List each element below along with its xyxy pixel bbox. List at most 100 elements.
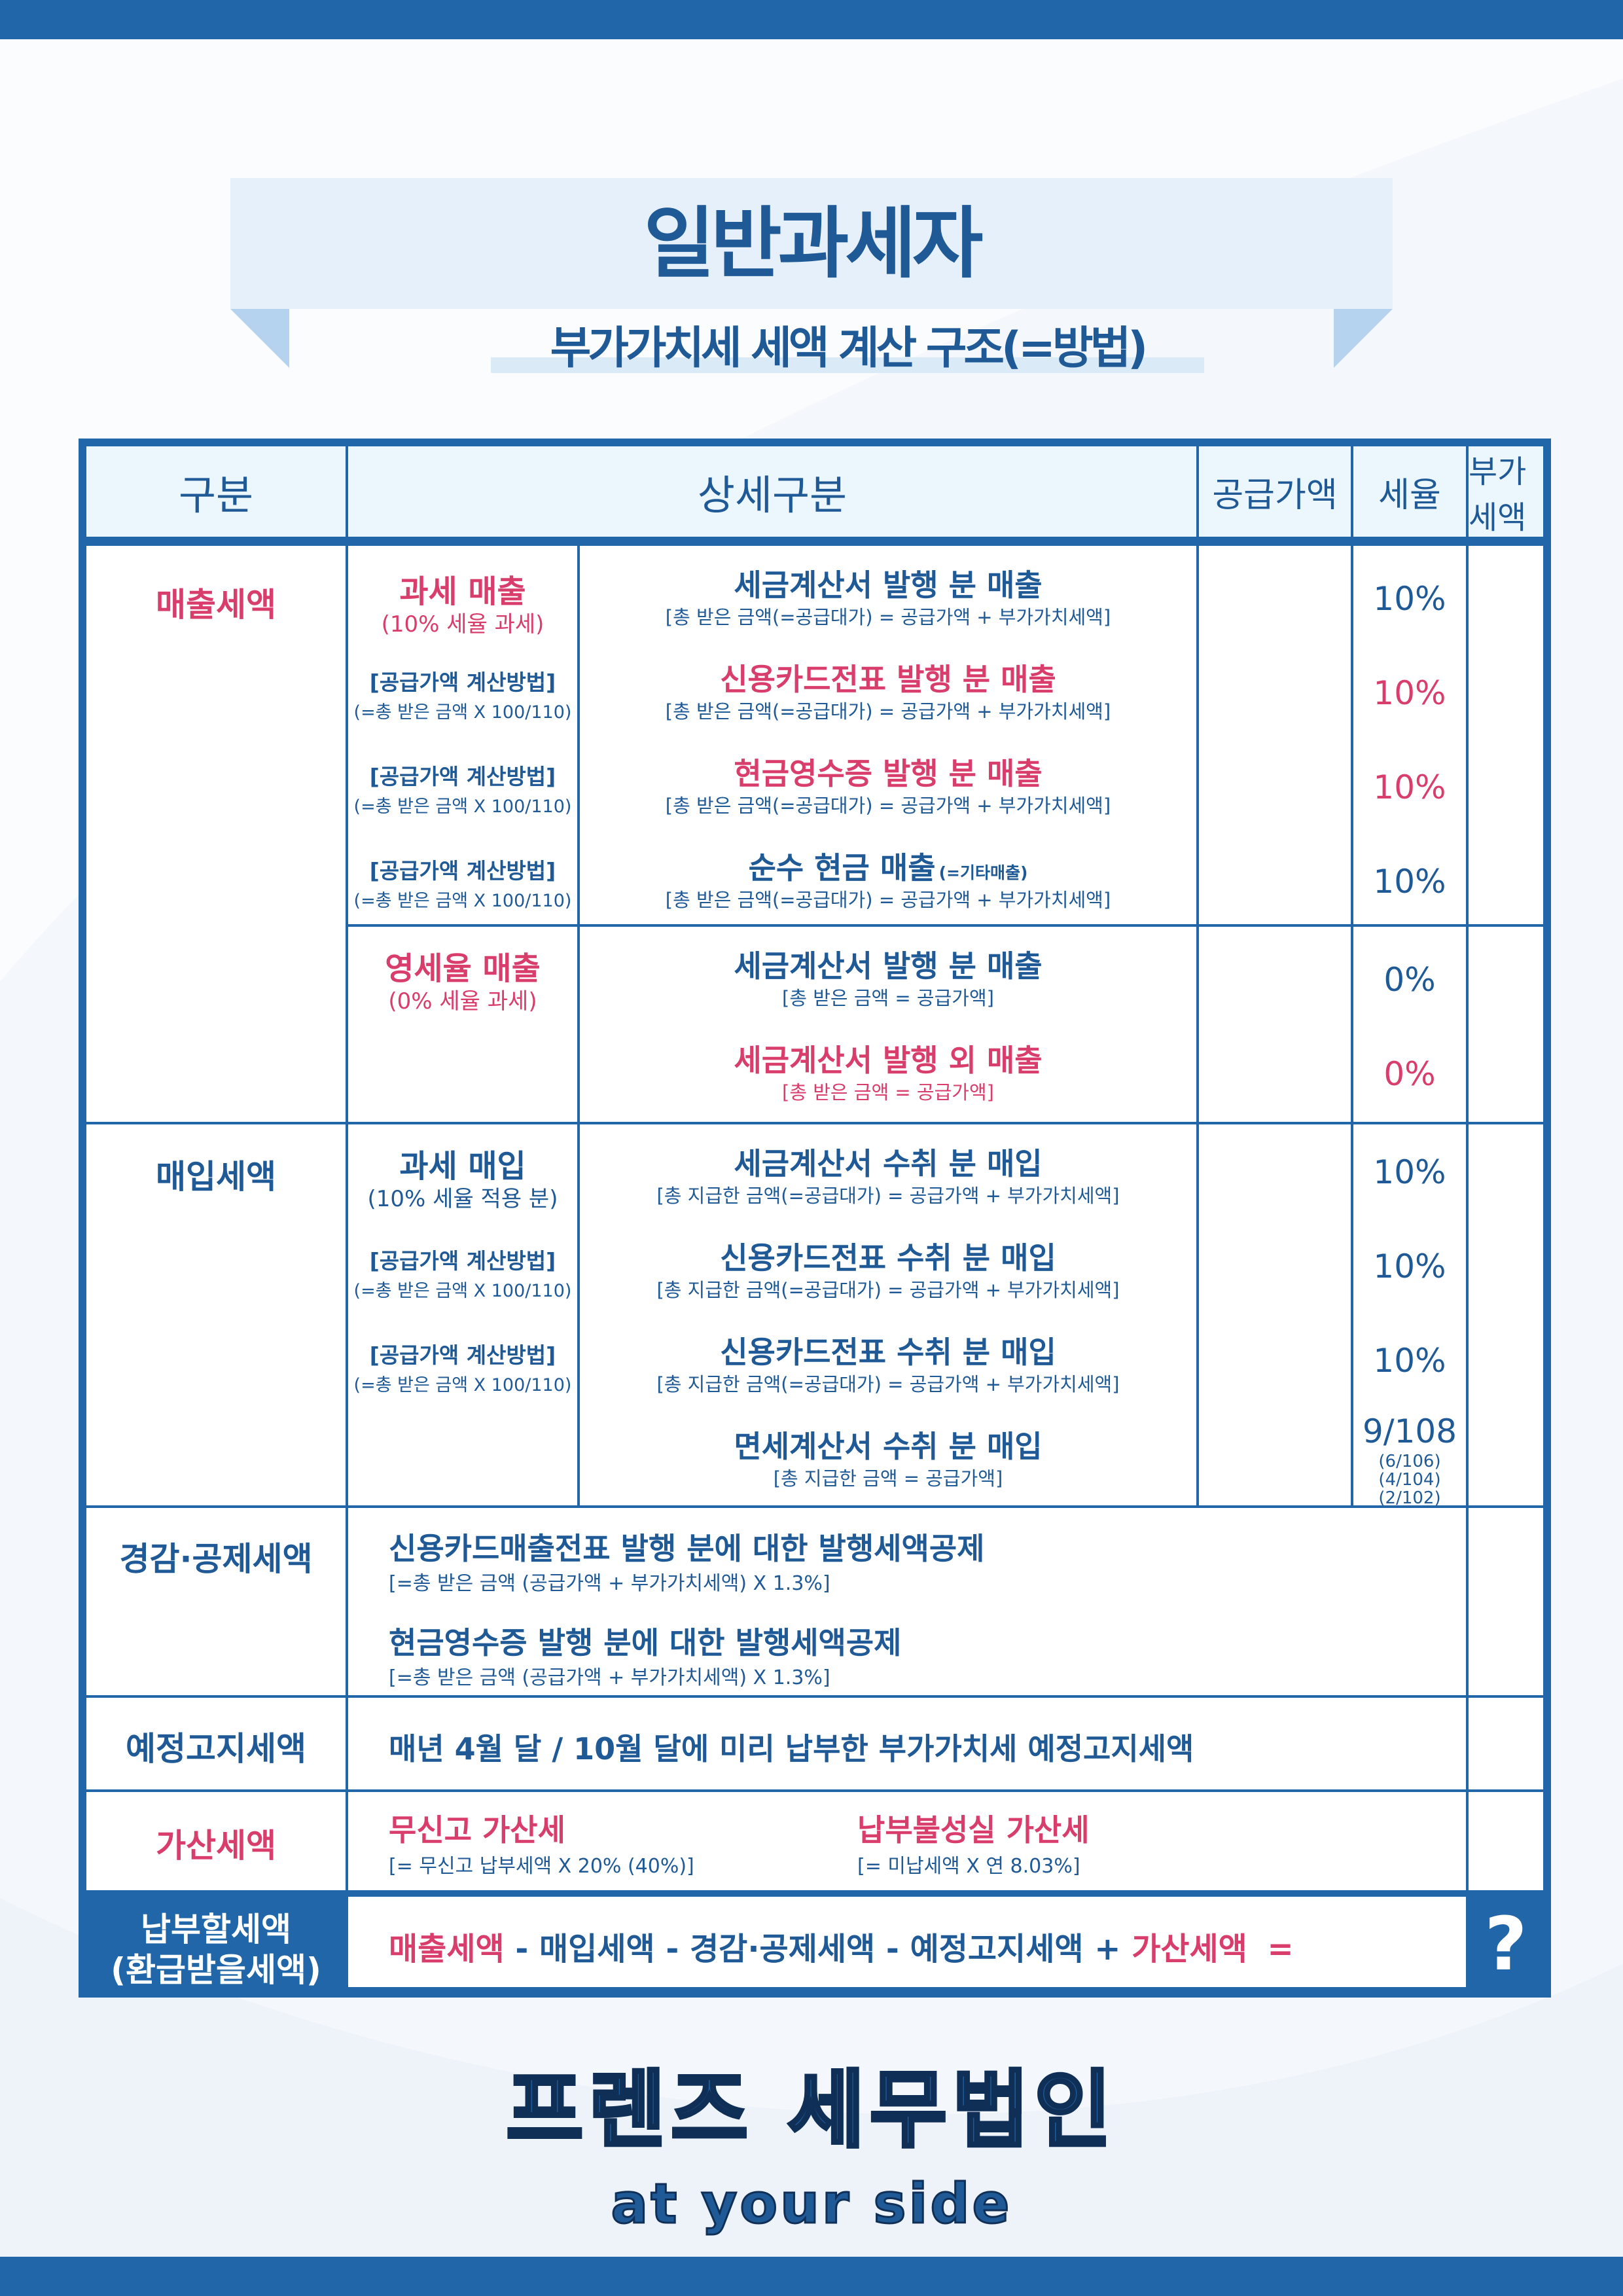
company-tagline: at your side xyxy=(610,2171,1012,2237)
sales-row-title: 순수 현금 매출 xyxy=(748,850,936,886)
zero-row-formula: [총 받은 금액 = 공급가액] xyxy=(782,987,994,1009)
purchase-category-cell: 매입세액 xyxy=(86,1124,346,1505)
penalty-detail-cell: 무신고 가산세 [= 무신고 납부세액 X 20% (40%)] 납부불성실 가… xyxy=(348,1792,1466,1890)
calc-method-title: [공급가액 계산방법] xyxy=(369,764,556,789)
taxable-sales-rate-cell: 10% 10% 10% 10% xyxy=(1353,546,1466,924)
prenotice-vat-cell xyxy=(1469,1698,1543,1789)
header-cell-detail: 상세구분 xyxy=(348,446,1196,537)
zero-sales-title: 영세율 매출 xyxy=(385,950,541,987)
vat-table: 구분 상세구분 공급가액 세율 부가세액 매출세액 과세 매출 (10% 세율 … xyxy=(79,439,1551,1998)
rate-note: (4/104) xyxy=(1378,1470,1441,1490)
subtitle-block: 부가가치세 세액 계산 구조(=방법) xyxy=(491,319,1204,378)
taxable-sales-note: (10% 세율 과세) xyxy=(381,611,544,637)
purchase-row-formula: [총 지급한 금액(=공급대가) = 공급가액 + 부가가치세액] xyxy=(656,1373,1120,1395)
formula-term-sales: 매출세액 xyxy=(389,1931,505,1967)
header-supply: 공급가액 xyxy=(1212,475,1338,515)
header-category: 구분 xyxy=(178,471,254,519)
header-vat: 부가세액 xyxy=(1469,454,1527,536)
sales-row-title-line: 순수 현금 매출 (=기타매출) xyxy=(580,844,1196,888)
prenotice-category: 예정고지세액 xyxy=(126,1730,306,1768)
purchase-row-formula: [총 지급한 금액 = 공급가액] xyxy=(773,1467,1003,1490)
zero-sales-rate-cell: 0% 0% xyxy=(1353,927,1466,1122)
penalty-item-title: 납부불성실 가산세 xyxy=(857,1812,1090,1848)
total-formula-cell: 매출세액 - 매입세액 - 경감·공제세액 - 예정고지세액 + 가산세액 = xyxy=(348,1897,1466,1987)
purchase-detail-cell: 세금계산서 수취 분 매입 [총 지급한 금액(=공급대가) = 공급가액 + … xyxy=(580,1124,1196,1505)
zero-sales-note: (0% 세율 과세) xyxy=(388,988,537,1014)
taxable-sales-cell: 과세 매출 (10% 세율 과세) [공급가액 계산방법] (=총 받은 금액 … xyxy=(348,546,577,924)
purchase-supply-cell xyxy=(1199,1124,1351,1505)
formula-op-minus: - xyxy=(515,1931,529,1967)
calc-method-formula: (=총 받은 금액 X 100/110) xyxy=(353,702,572,723)
sales-row-formula: [총 받은 금액(=공급대가) = 공급가액 + 부가가치세액] xyxy=(665,795,1111,817)
calc-method-formula: (=총 받은 금액 X 100/110) xyxy=(353,797,572,817)
deduction-category: 경감·공제세액 xyxy=(119,1540,313,1578)
formula-op-equals: = xyxy=(1267,1931,1294,1967)
total-formula: 매출세액 - 매입세액 - 경감·공제세액 - 예정고지세액 + 가산세액 = xyxy=(389,1923,1294,1969)
total-label-cell: 납부할세액 (환급받을세액) xyxy=(86,1897,346,1989)
rate-value: 10% xyxy=(1373,1342,1446,1380)
deduction-item-formula: [=총 받은 금액 (공급가액 + 부가가치세액) X 1.3%] xyxy=(389,1572,830,1595)
ribbon-tail-right xyxy=(1334,309,1393,368)
sales-category-cell: 매출세액 xyxy=(86,546,346,1122)
taxable-sales-title: 과세 매출 xyxy=(399,573,526,610)
penalty-category-cell: 가산세액 xyxy=(86,1792,346,1890)
penalty-category: 가산세액 xyxy=(156,1827,276,1865)
purchase-row-title: 신용카드전표 수취 분 매입 xyxy=(720,1335,1056,1370)
total-result-cell: ? xyxy=(1469,1897,1543,1988)
sales-row-title: 신용카드전표 발행 분 매출 xyxy=(720,662,1056,697)
ribbon-tail-left xyxy=(230,309,289,368)
calc-method-formula: (=총 받은 금액 X 100/110) xyxy=(353,1375,572,1395)
zero-sales-vat-cell xyxy=(1469,927,1543,1122)
calc-method-title: [공급가액 계산방법] xyxy=(369,1342,556,1368)
prenotice-text: 매년 4월 달 / 10월 달에 미리 납부한 부가가치세 예정고지세액 xyxy=(389,1731,1194,1767)
rate-value: 10% xyxy=(1373,1153,1446,1191)
rate-value: 10% xyxy=(1373,674,1446,712)
calc-method-title: [공급가액 계산방법] xyxy=(369,858,556,884)
purchase-row-title: 면세계산서 수취 분 매입 xyxy=(734,1429,1043,1464)
penalty-item-formula: [= 미납세액 X 연 8.03%] xyxy=(857,1855,1080,1878)
zero-row-formula: [총 받은 금액 = 공급가액] xyxy=(782,1081,994,1103)
zero-row-title: 세금계산서 발행 외 매출 xyxy=(734,1043,1043,1078)
company-name: 프렌즈 세무법인 xyxy=(505,2060,1117,2161)
deduction-category-cell: 경감·공제세액 xyxy=(86,1508,346,1695)
sales-row-title-note: (=기타매출) xyxy=(938,863,1028,882)
penalty-item-formula: [= 무신고 납부세액 X 20% (40%)] xyxy=(389,1855,694,1878)
prenotice-detail-cell: 매년 4월 달 / 10월 달에 미리 납부한 부가가치세 예정고지세액 xyxy=(348,1698,1466,1789)
deduction-item-title: 현금영수증 발행 분에 대한 발행세액공제 xyxy=(389,1625,902,1660)
rate-value: 10% xyxy=(1373,863,1446,901)
purchase-category: 매입세액 xyxy=(156,1158,276,1196)
rate-value: 10% xyxy=(1373,1247,1446,1285)
purchase-row-title: 세금계산서 수취 분 매입 xyxy=(734,1146,1043,1181)
header-rate: 세율 xyxy=(1378,475,1441,515)
calc-method-formula: (=총 받은 금액 X 100/110) xyxy=(353,891,572,911)
purchase-sub-cell: 과세 매입 (10% 세율 적용 분) [공급가액 계산방법] (=총 받은 금… xyxy=(348,1124,577,1505)
subtitle-highlight xyxy=(491,357,1204,373)
rate-value: 0% xyxy=(1383,961,1436,999)
zero-sales-cell: 영세율 매출 (0% 세율 과세) xyxy=(348,927,577,1122)
purchase-row-formula: [총 지급한 금액(=공급대가) = 공급가액 + 부가가치세액] xyxy=(656,1279,1120,1301)
sales-row-title: 세금계산서 발행 분 매출 xyxy=(734,567,1043,603)
penalty-item-title: 무신고 가산세 xyxy=(389,1812,565,1848)
sales-row-formula: [총 받은 금액(=공급대가) = 공급가액 + 부가가치세액] xyxy=(665,700,1111,723)
title-banner: 일반과세자 xyxy=(230,178,1393,309)
deduction-item-title: 신용카드매출전표 발행 분에 대한 발행세액공제 xyxy=(389,1531,985,1566)
zero-sales-supply-cell xyxy=(1199,927,1351,1122)
total-label-line1: 납부할세액 xyxy=(141,1910,291,1948)
rate-value: 10% xyxy=(1373,768,1446,806)
taxable-sales-detail-cell: 세금계산서 발행 분 매출 [총 받은 금액(=공급대가) = 공급가액 + 부… xyxy=(580,546,1196,924)
calc-method-formula: (=총 받은 금액 X 100/110) xyxy=(353,1281,572,1301)
purchase-row-formula: [총 지급한 금액(=공급대가) = 공급가액 + 부가가치세액] xyxy=(656,1185,1120,1207)
formula-term-deduction: 경감·공제세액 xyxy=(690,1931,876,1967)
formula-op-plus: + xyxy=(1094,1931,1121,1967)
rate-note: (6/106) xyxy=(1378,1452,1441,1471)
prenotice-category-cell: 예정고지세액 xyxy=(86,1698,346,1789)
purchase-vat-cell xyxy=(1469,1124,1543,1505)
sales-category: 매출세액 xyxy=(156,586,276,624)
sales-row-formula: [총 받은 금액(=공급대가) = 공급가액 + 부가가치세액] xyxy=(665,606,1111,628)
header-cell-vat: 부가세액 xyxy=(1469,446,1543,537)
rate-value: 0% xyxy=(1383,1055,1436,1093)
zero-row-title: 세금계산서 발행 분 매출 xyxy=(734,948,1043,984)
header-detail: 상세구분 xyxy=(697,471,847,519)
page-title: 일반과세자 xyxy=(643,198,984,289)
header-cell-supply: 공급가액 xyxy=(1199,446,1351,537)
